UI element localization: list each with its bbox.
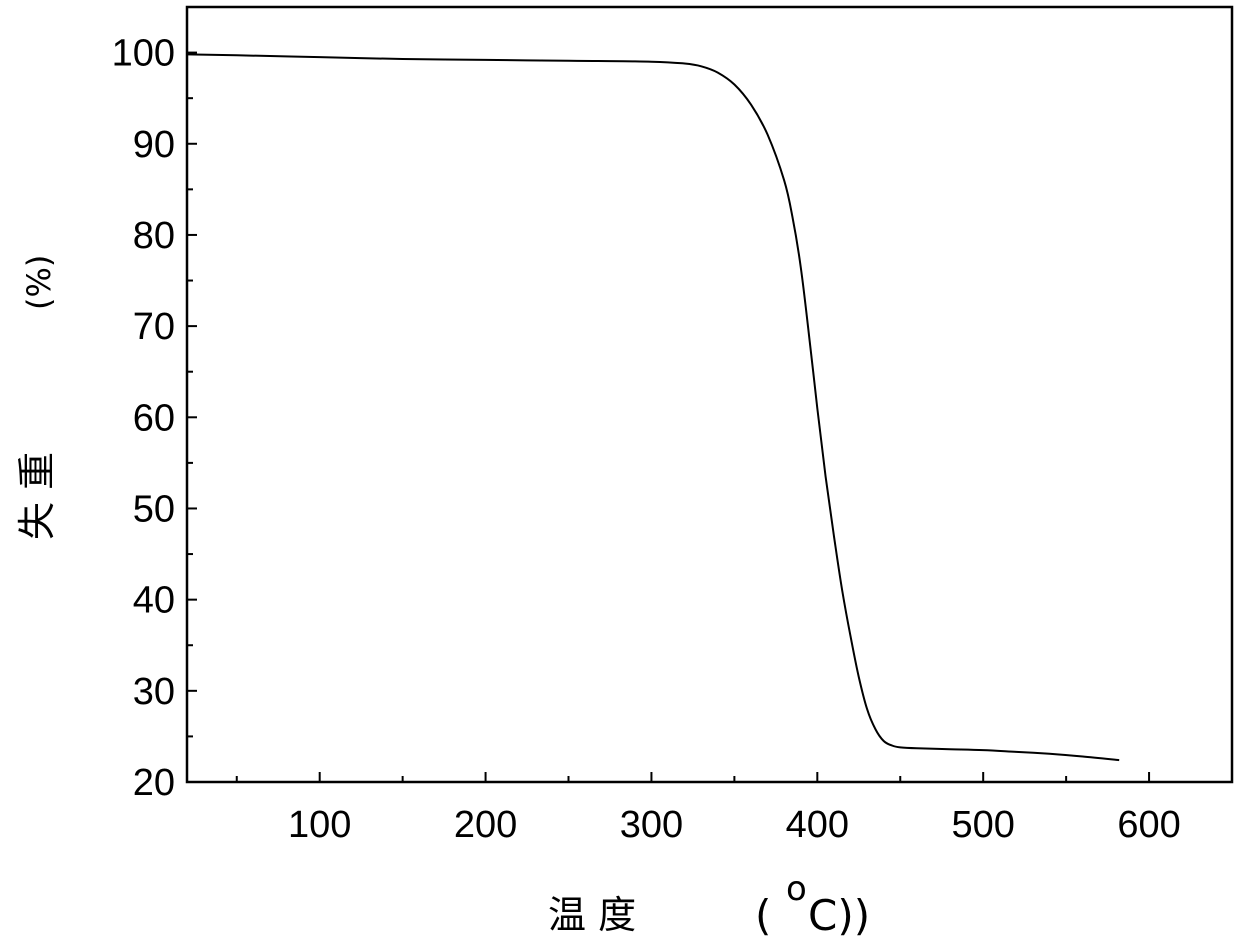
- y-tick-label: 20: [133, 762, 175, 804]
- x-tick-label: 300: [620, 804, 683, 846]
- y-axis-title-unit: (%): [20, 255, 58, 310]
- y-tick-label: 70: [133, 306, 175, 348]
- y-tick-label: 50: [133, 488, 175, 530]
- weight-loss-curve: [187, 54, 1119, 760]
- x-tick-label: 200: [454, 804, 517, 846]
- y-axis-title: 失 重 (%): [15, 255, 59, 540]
- x-tick-label: 600: [1117, 804, 1180, 846]
- x-tick-label: 400: [786, 804, 849, 846]
- x-tick-label: 100: [288, 804, 351, 846]
- x-axis-title-open: (: [755, 891, 771, 940]
- y-axis-title-main: 失 重: [15, 452, 59, 540]
- x-axis-title-main: 温 度: [548, 893, 636, 937]
- y-tick-label: 100: [112, 33, 175, 75]
- y-tick-label: 40: [133, 580, 175, 622]
- x-tick-label: 500: [951, 804, 1014, 846]
- y-tick-label: 60: [133, 397, 175, 439]
- y-axis: 20 30 40 50 60 70 80 90 100: [112, 33, 197, 804]
- y-tick-label: 90: [133, 124, 175, 166]
- y-tick-label: 30: [133, 671, 175, 713]
- x-axis-title-sup: o: [786, 869, 807, 909]
- x-axis-title: 温 度 ( o C)): [548, 869, 870, 940]
- plot-frame: [187, 7, 1232, 782]
- x-axis-title-unit: C)): [808, 891, 870, 940]
- y-tick-label: 80: [133, 215, 175, 257]
